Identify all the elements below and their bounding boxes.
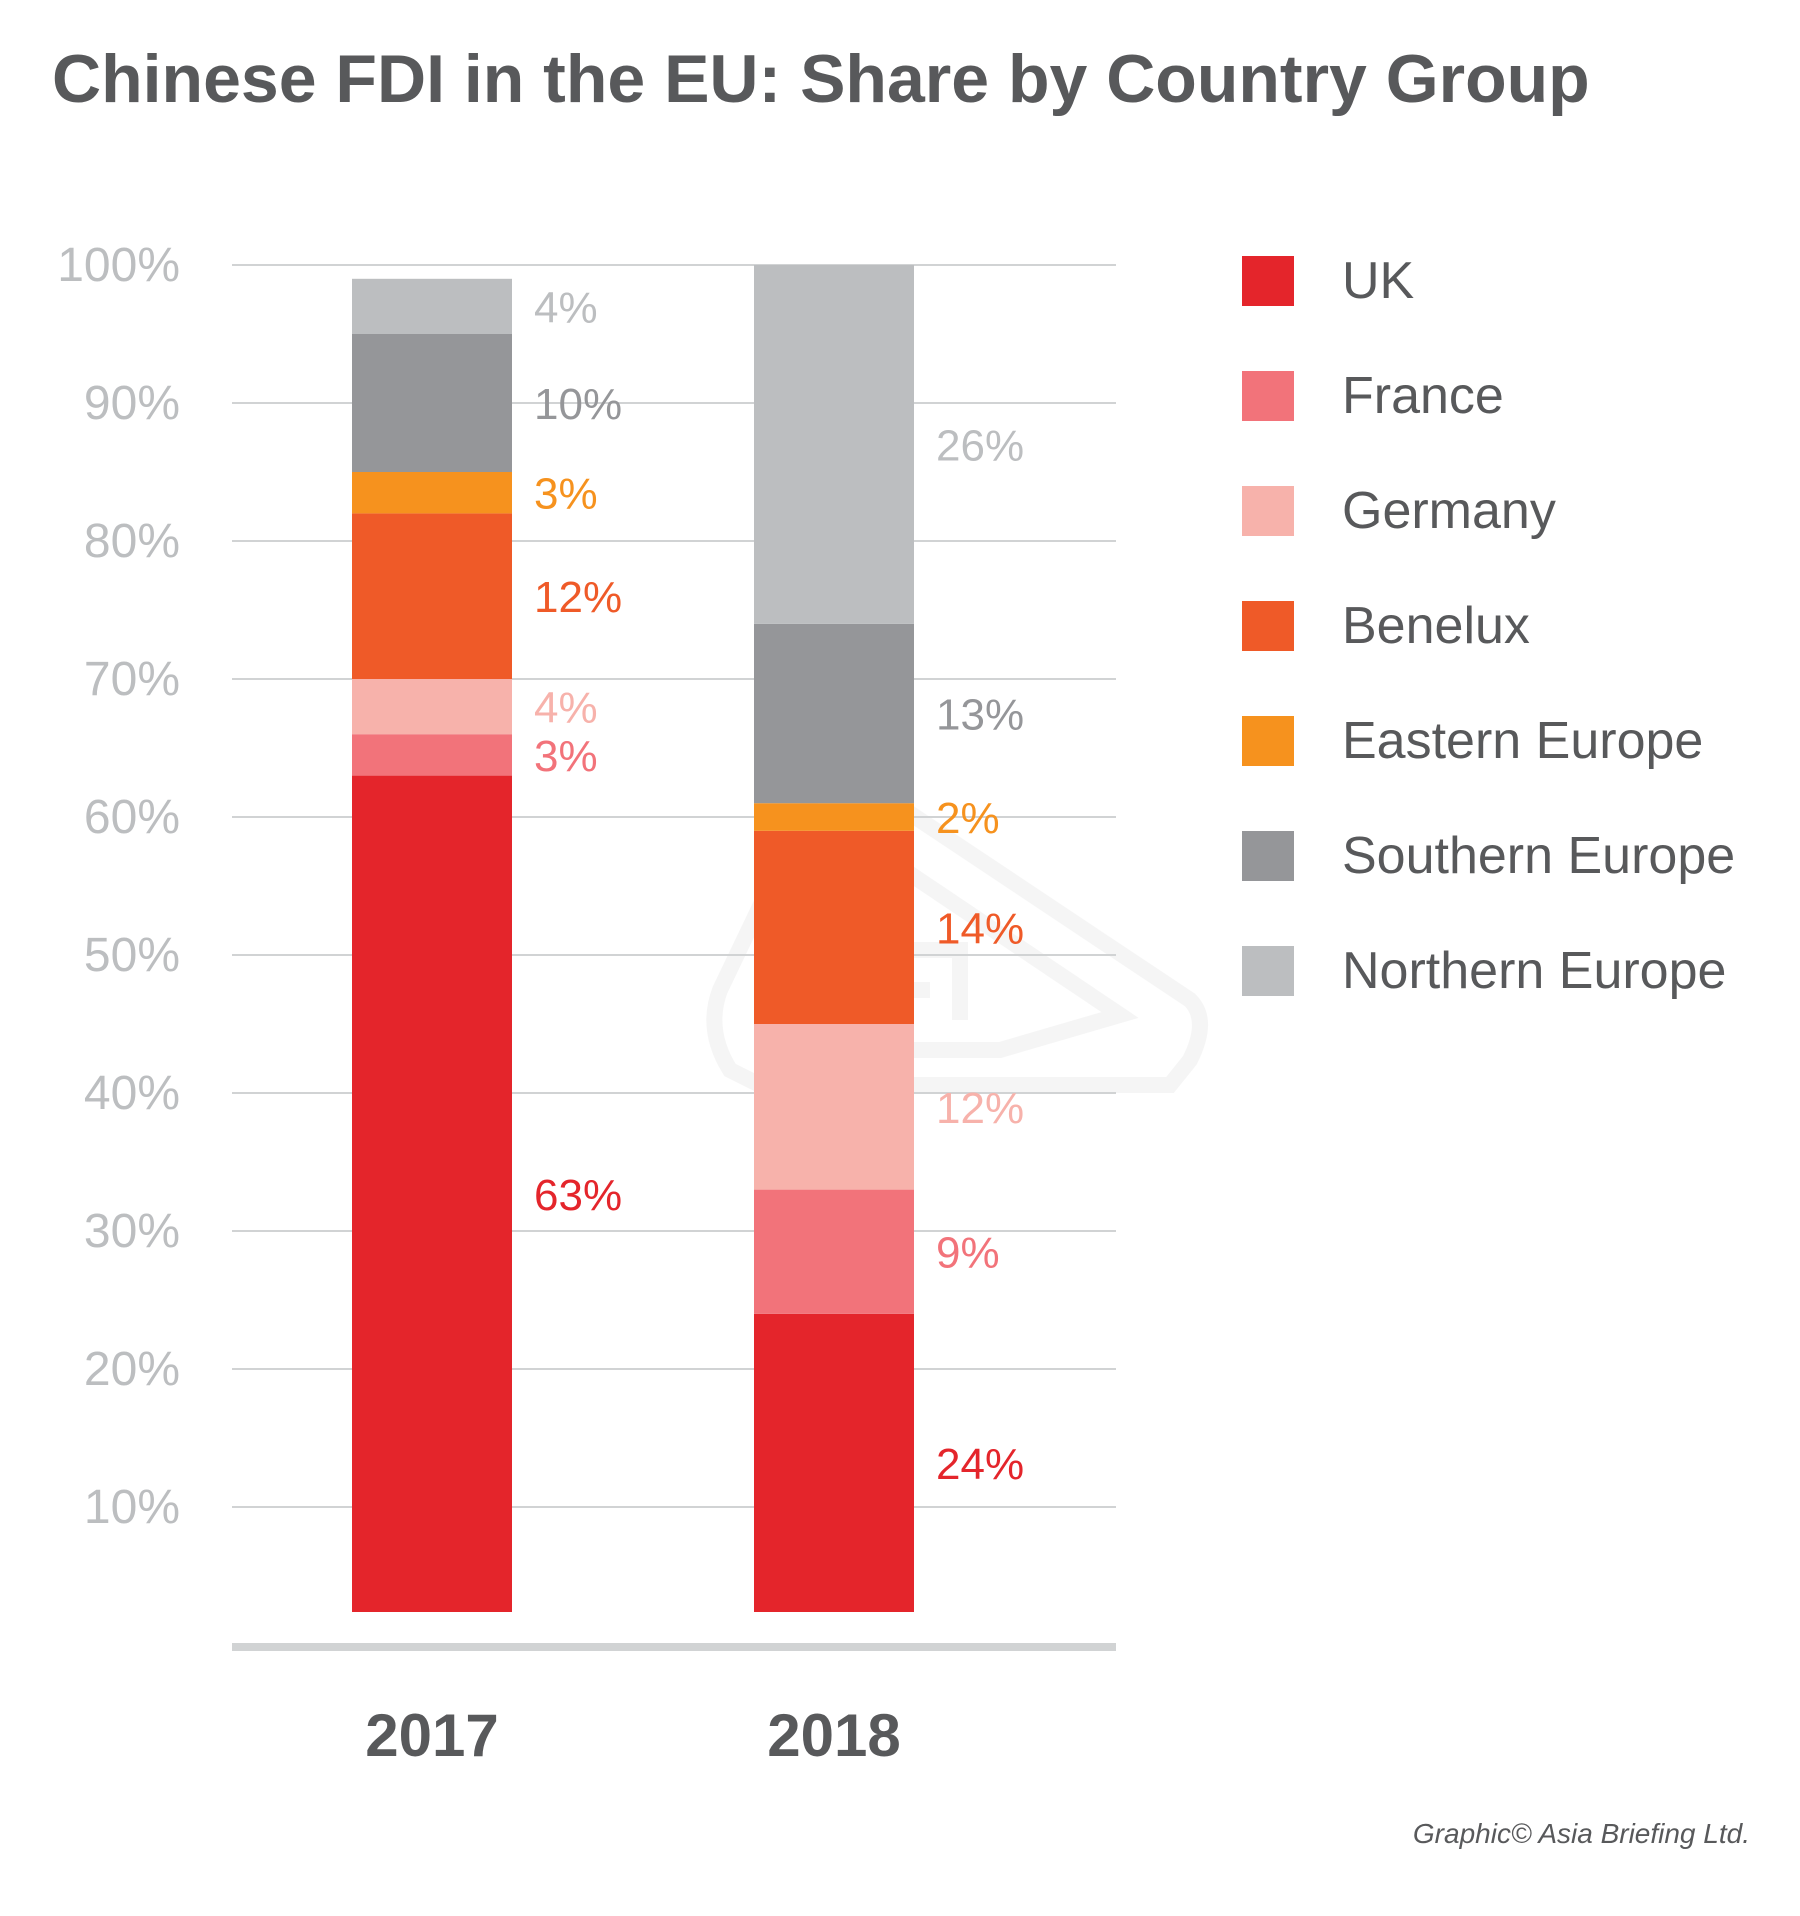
y-tick-label: 10% [84,1481,180,1534]
legend-swatch-eastern-europe [1242,716,1294,766]
bar-segment-2018-uk [754,1313,914,1612]
bar-segment-2018-benelux [754,830,914,1024]
x-category-label-2018: 2018 [767,1702,900,1769]
bar-segment-2017-france [352,734,512,776]
y-tick-label: 100% [57,239,180,292]
data-label-2018-uk: 24% [936,1440,1024,1489]
y-tick-label: 30% [84,1205,180,1258]
legend-label-benelux: Benelux [1342,597,1530,655]
credit-text: Graphic© Asia Briefing Ltd. [1412,1818,1750,1849]
bar-segment-2018-southern-europe [754,623,914,804]
legend-label-uk: UK [1342,252,1415,310]
legend-swatch-benelux [1242,601,1294,651]
data-label-2018-germany: 12% [936,1084,1024,1133]
legend-swatch-germany [1242,486,1294,536]
data-label-2017-france: 3% [534,732,598,781]
legend-label-northern-europe: Northern Europe [1342,942,1726,1000]
data-label-2017-eastern-europe: 3% [534,470,598,519]
bar-segment-2017-southern-europe [352,334,512,472]
bar-segment-2018-germany [754,1024,914,1190]
data-label-2018-southern-europe: 13% [936,691,1024,740]
data-label-2017-uk: 63% [534,1171,622,1220]
legend-label-france: France [1342,367,1504,425]
bar-segment-2017-eastern-europe [352,472,512,514]
y-tick-label: 80% [84,515,180,568]
data-label-2017-northern-europe: 4% [534,283,598,332]
legend-label-germany: Germany [1342,482,1556,540]
legend-label-eastern-europe: Eastern Europe [1342,712,1703,770]
data-label-2018-benelux: 14% [936,904,1024,953]
data-label-2018-france: 9% [936,1229,1000,1278]
bar-segment-2018-france [754,1189,914,1314]
legend-swatch-france [1242,371,1294,421]
legend-swatch-northern-europe [1242,946,1294,996]
y-tick-label: 70% [84,653,180,706]
bar-segment-2018-northern-europe [754,265,914,624]
bar-segment-2018-eastern-europe [754,803,914,831]
chart-title: Chinese FDI in the EU: Share by Country … [52,41,1590,117]
bar-segment-2017-northern-europe [352,278,512,334]
y-tick-label: 40% [84,1067,180,1120]
data-label-2017-benelux: 12% [534,573,622,622]
bar-segment-2017-uk [352,775,512,1612]
y-tick-label: 60% [84,791,180,844]
bar-segment-2017-benelux [352,513,512,679]
bar-segment-2017-germany [352,679,512,735]
y-tick-label: 50% [84,929,180,982]
legend-label-southern-europe: Southern Europe [1342,827,1735,885]
data-label-2017-germany: 4% [534,684,598,733]
y-tick-label: 20% [84,1343,180,1396]
x-category-label-2017: 2017 [365,1702,498,1769]
data-label-2018-northern-europe: 26% [936,421,1024,470]
legend-swatch-uk [1242,256,1294,306]
legend-swatch-southern-europe [1242,831,1294,881]
data-label-2017-southern-europe: 10% [534,380,622,429]
y-tick-label: 90% [84,377,180,430]
data-label-2018-eastern-europe: 2% [936,794,1000,843]
